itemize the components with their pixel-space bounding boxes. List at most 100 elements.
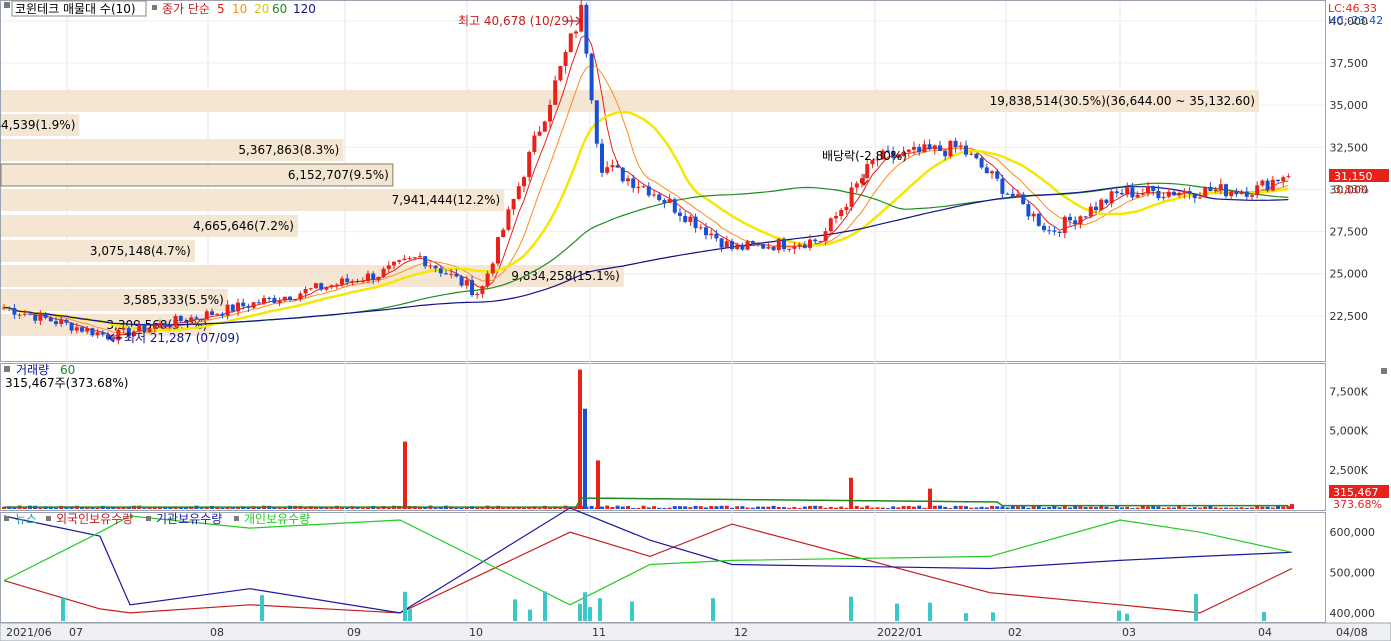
- candle-body: [1255, 185, 1260, 196]
- candle-body: [579, 4, 584, 32]
- volume-bar: [771, 505, 776, 509]
- volume-bar: [724, 505, 729, 509]
- volume-bar: [1239, 507, 1244, 509]
- volume-spike-bar: [583, 408, 587, 509]
- candle-body: [324, 287, 329, 290]
- volume-bar: [95, 507, 100, 509]
- candle-body: [1010, 193, 1015, 198]
- volume-profile-label: 19,838,514(30.5%)(36,644.00 ~ 35,132.60): [990, 94, 1255, 108]
- candle-body: [678, 212, 682, 216]
- candle-body: [1239, 191, 1244, 195]
- last-price: 31,150: [1334, 170, 1373, 183]
- candle-body: [106, 334, 110, 340]
- candle-body: [927, 144, 932, 150]
- candle-body: [158, 323, 162, 326]
- candle-body: [407, 258, 412, 260]
- candle-body: [85, 328, 90, 332]
- candle-body: [402, 258, 407, 261]
- candle-body: [225, 304, 230, 316]
- candle-body: [1036, 213, 1041, 226]
- candle-body: [1130, 187, 1135, 198]
- candle-body: [126, 328, 131, 337]
- candle-body: [464, 280, 469, 286]
- news-bar: [1262, 611, 1266, 621]
- holdings-panel[interactable]: [0, 512, 1326, 623]
- volume-bar: [38, 507, 43, 509]
- candle-body: [730, 241, 734, 250]
- candle-body: [979, 158, 984, 168]
- volume-bar: [433, 508, 438, 509]
- candle-body: [875, 159, 880, 161]
- volume-bar: [600, 506, 604, 509]
- volume-tick-label: 5,000K: [1329, 425, 1368, 438]
- candle-body: [59, 319, 64, 325]
- candle-body: [392, 261, 396, 266]
- news-bar: [528, 609, 532, 621]
- ma5-line: [3, 34, 1289, 337]
- candle-body: [688, 216, 693, 222]
- volume-bar: [1177, 505, 1182, 509]
- candle-body: [880, 150, 885, 160]
- volume-last: 315,467: [1333, 486, 1379, 499]
- volume-bar: [948, 508, 953, 509]
- panel-marker-icon: [4, 2, 10, 8]
- volume-bar: [423, 506, 428, 509]
- ma-5: 5: [217, 2, 225, 16]
- candle-body: [1172, 191, 1176, 196]
- candle-body: [1083, 216, 1088, 218]
- candle-body: [12, 308, 17, 315]
- volume-bar: [896, 507, 901, 509]
- candle-body: [984, 167, 989, 174]
- candle-body: [657, 194, 662, 201]
- candle-body: [48, 317, 53, 322]
- title-box[interactable]: [11, 0, 147, 17]
- candle-body: [558, 65, 563, 81]
- candle-body: [43, 313, 48, 318]
- news-bar: [578, 603, 582, 621]
- price-tick-label: 37,500: [1330, 57, 1369, 70]
- candle-body: [433, 265, 438, 269]
- volume-bar: [1026, 507, 1031, 509]
- candle-body: [74, 327, 79, 331]
- volume-bar: [620, 506, 625, 509]
- volume-bar: [345, 507, 350, 509]
- low-annotation: 최저 21,287 (07/09): [124, 331, 240, 345]
- news-bar: [630, 601, 634, 621]
- volume-bar: [178, 506, 183, 509]
- volume-profile-band: [1, 90, 1259, 112]
- candle-body: [366, 273, 370, 282]
- volume-bar: [1104, 506, 1109, 509]
- date-tick-label: 11: [592, 626, 606, 639]
- candle-body: [943, 151, 948, 157]
- candle-body: [1203, 187, 1208, 198]
- volume-bar: [979, 506, 984, 509]
- candle-body: [527, 151, 532, 178]
- candle-body: [522, 177, 526, 187]
- candle-body: [766, 246, 771, 249]
- candle-body: [1182, 191, 1187, 193]
- volume-bar: [230, 507, 235, 509]
- candle-body: [449, 273, 454, 275]
- candle-body: [480, 286, 485, 294]
- candle-body: [901, 151, 906, 156]
- candle-body: [693, 216, 698, 229]
- candle-body: [1260, 180, 1265, 186]
- volume-profile-label: 6,152,707(9.5%): [288, 168, 389, 182]
- volume-bar: [610, 506, 615, 509]
- volume-bar: [480, 507, 485, 509]
- price-tick-label: 30,000: [1330, 183, 1369, 196]
- dividend-annotation: 배당락(-2.80%): [822, 149, 907, 163]
- candle-body: [917, 146, 922, 153]
- candle-body: [1192, 193, 1197, 199]
- candle-body: [1281, 177, 1286, 182]
- low-arrow-icon: [108, 333, 122, 343]
- candle-body: [199, 318, 204, 320]
- volume-bar: [870, 507, 875, 509]
- candle-body: [610, 165, 615, 168]
- date-tick-label: 04/08: [1336, 626, 1368, 639]
- volume-profile-band: [1, 215, 298, 237]
- candle-body: [1156, 190, 1161, 199]
- volume-panel[interactable]: [0, 363, 1326, 511]
- price-tick-label: 25,000: [1330, 268, 1369, 281]
